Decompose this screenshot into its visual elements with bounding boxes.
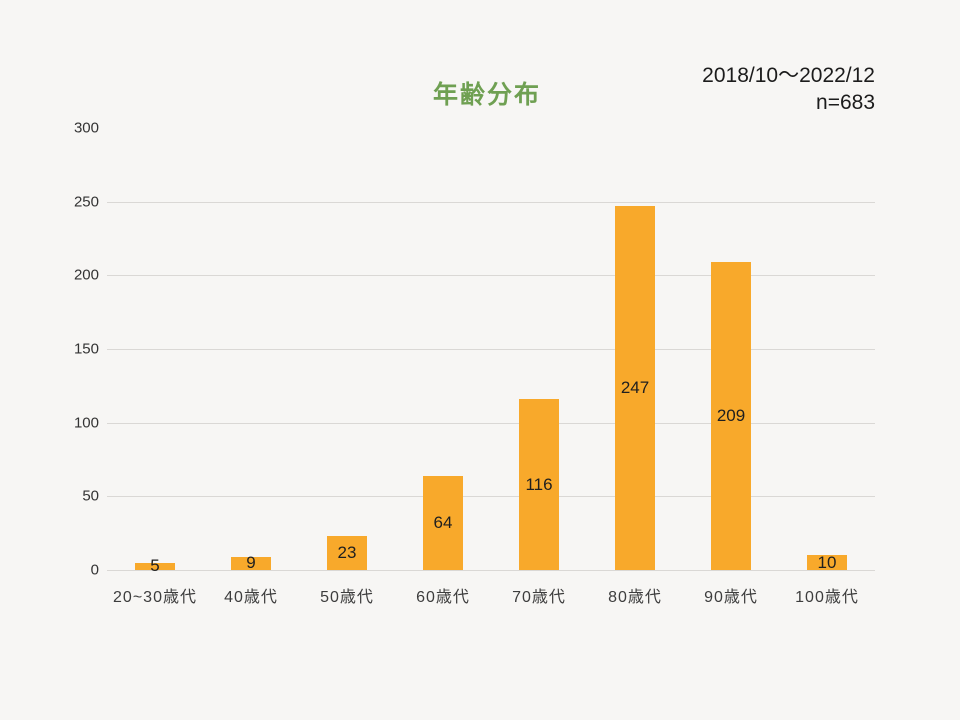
bar-value-label: 9 [246, 553, 256, 573]
bar-70歳代 [519, 399, 559, 570]
annotation-sample-size: n=683 [816, 90, 875, 114]
bar-value-label: 116 [525, 474, 553, 494]
x-axis-tick-label: 90歳代 [704, 589, 758, 606]
y-axis-tick-label: 150 [73, 340, 99, 358]
bar-80歳代 [615, 206, 655, 570]
bar-value-label: 209 [716, 406, 746, 426]
bar-100歳代 [807, 555, 847, 570]
gridline-y-0 [107, 570, 875, 571]
x-axis-tick-label: 80歳代 [608, 589, 662, 606]
bar-value-label: 247 [620, 378, 650, 398]
gridline-y-250 [107, 202, 875, 203]
y-axis-tick-label: 0 [90, 561, 99, 579]
y-axis-tick-label: 200 [73, 266, 99, 284]
bar-40歳代 [231, 557, 271, 570]
chart-annotation: 2018/10〜2022/12 n=683 [702, 63, 875, 117]
gridline-y-150 [107, 349, 875, 350]
bar-value-label: 64 [433, 512, 453, 532]
bar-value-label: 23 [337, 543, 357, 563]
y-axis-tick-label: 300 [73, 119, 99, 137]
bar-20~30歳代 [135, 563, 175, 570]
bar-value-label: 5 [150, 556, 160, 576]
bar-60歳代 [423, 476, 463, 570]
x-axis-tick-label: 60歳代 [416, 589, 470, 606]
y-axis-tick-label: 250 [73, 193, 99, 211]
x-axis-tick-label: 40歳代 [224, 589, 278, 606]
y-axis-tick-label: 100 [73, 414, 99, 432]
bar-value-label: 10 [817, 552, 837, 572]
chart-title: 年齢分布 [432, 81, 541, 109]
x-axis-tick-label: 50歳代 [320, 589, 374, 606]
bar-90歳代 [711, 262, 751, 570]
y-axis-tick-label: 50 [82, 487, 99, 505]
gridline-y-200 [107, 275, 875, 276]
gridline-y-50 [107, 496, 875, 497]
x-axis-tick-label: 100歳代 [795, 589, 859, 606]
gridline-y-100 [107, 423, 875, 424]
x-axis-tick-label: 70歳代 [512, 589, 566, 606]
annotation-period: 2018/10〜2022/12 [702, 64, 875, 87]
x-axis-tick-label: 20~30歳代 [113, 589, 197, 606]
bar-50歳代 [327, 536, 367, 570]
